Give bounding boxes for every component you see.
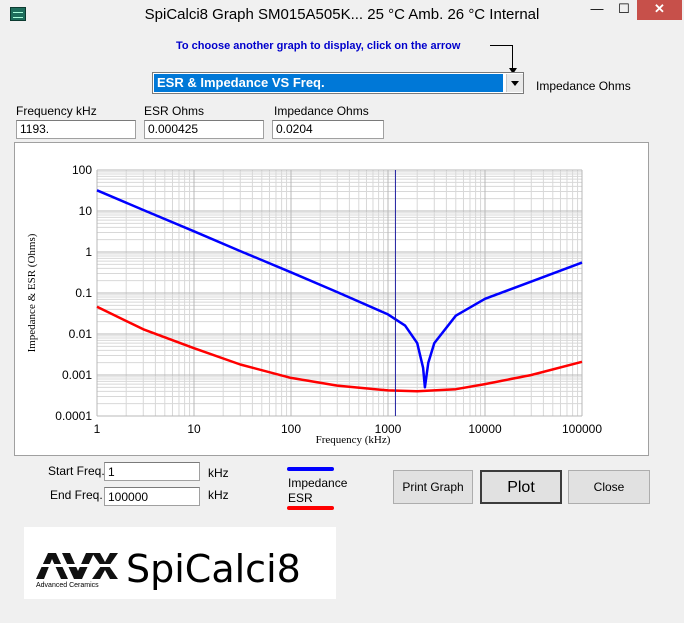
esr-impedance-chart: 1 10 100 1000 10000 100000 100 10 1 0.1 0.01 0.001 0… <box>26 163 602 446</box>
impedance-label: Impedance Ohms <box>274 104 369 118</box>
series-esr-line <box>96 305 583 393</box>
end-freq-unit: kHz <box>208 488 229 502</box>
start-freq-label: Start Freq. <box>48 464 105 478</box>
y-tick-label: 10 <box>79 204 93 218</box>
product-name: SpiCalci8 <box>126 547 301 591</box>
app-icon[interactable] <box>10 7 26 21</box>
y-tick-label: 100 <box>72 163 92 177</box>
graph-type-select[interactable]: ESR & Impedance VS Freq. <box>152 72 524 94</box>
impedance-legend-label: Impedance <box>288 476 348 490</box>
minimize-button[interactable]: — <box>590 1 604 16</box>
title-bar <box>0 0 684 31</box>
chevron-down-icon[interactable] <box>506 74 523 92</box>
x-tick-label: 100 <box>281 422 301 436</box>
start-freq-unit: kHz <box>208 466 229 480</box>
arrow-down-icon <box>509 68 517 74</box>
plot-button[interactable]: Plot <box>480 470 562 504</box>
y-tick-label: 0.01 <box>69 327 93 341</box>
esr-legend-label: ESR <box>288 491 313 505</box>
close-button[interactable]: Close <box>568 470 650 504</box>
impedance-readout: 0.0204 <box>272 120 384 139</box>
esr-readout: 0.000425 <box>144 120 264 139</box>
x-tick-label: 1000 <box>375 422 402 436</box>
x-tick-label: 10000 <box>468 422 502 436</box>
esr-label: ESR Ohms <box>144 104 205 118</box>
avx-logo <box>36 553 118 579</box>
window-title: SpiCalci8 Graph SM015A505K... 25 °C Amb.… <box>144 6 540 23</box>
y-tick-label: 0.0001 <box>55 409 92 423</box>
end-freq-label: End Freq. <box>50 488 103 502</box>
maximize-button[interactable]: ☐ <box>618 1 630 16</box>
y-tick-label: 1 <box>85 245 92 259</box>
print-graph-button[interactable]: Print Graph <box>393 470 473 504</box>
impedance-legend-swatch <box>287 467 334 471</box>
frequency-label: Frequency kHz <box>16 104 97 118</box>
x-tick-label: 1 <box>94 422 101 436</box>
y-tick-label: 0.001 <box>62 368 92 382</box>
end-freq-input[interactable] <box>104 487 200 506</box>
x-tick-label: 100000 <box>562 422 602 436</box>
frequency-readout: 1193. <box>16 120 136 139</box>
esr-legend-swatch <box>287 506 334 510</box>
y-axis-label: Impedance & ESR (Ohms) <box>26 233 38 352</box>
graph-type-selected-value[interactable]: ESR & Impedance VS Freq. <box>154 74 503 92</box>
close-window-button[interactable]: ✕ <box>637 0 682 20</box>
impedance-ohms-label: Impedance Ohms <box>536 79 631 93</box>
x-tick-label: 10 <box>187 422 201 436</box>
avx-subtitle: Advanced Ceramics <box>36 582 99 589</box>
start-freq-input[interactable] <box>104 462 200 481</box>
x-axis-label: Frequency (kHz) <box>316 434 391 446</box>
series-impedance-line <box>96 189 583 389</box>
y-tick-label: 0.1 <box>75 286 92 300</box>
instruction-text: To choose another graph to display, clic… <box>176 40 461 52</box>
brand-logo-panel: Advanced Ceramics SpiCalci8 <box>24 527 336 599</box>
arrow-pointer-line <box>490 45 513 73</box>
